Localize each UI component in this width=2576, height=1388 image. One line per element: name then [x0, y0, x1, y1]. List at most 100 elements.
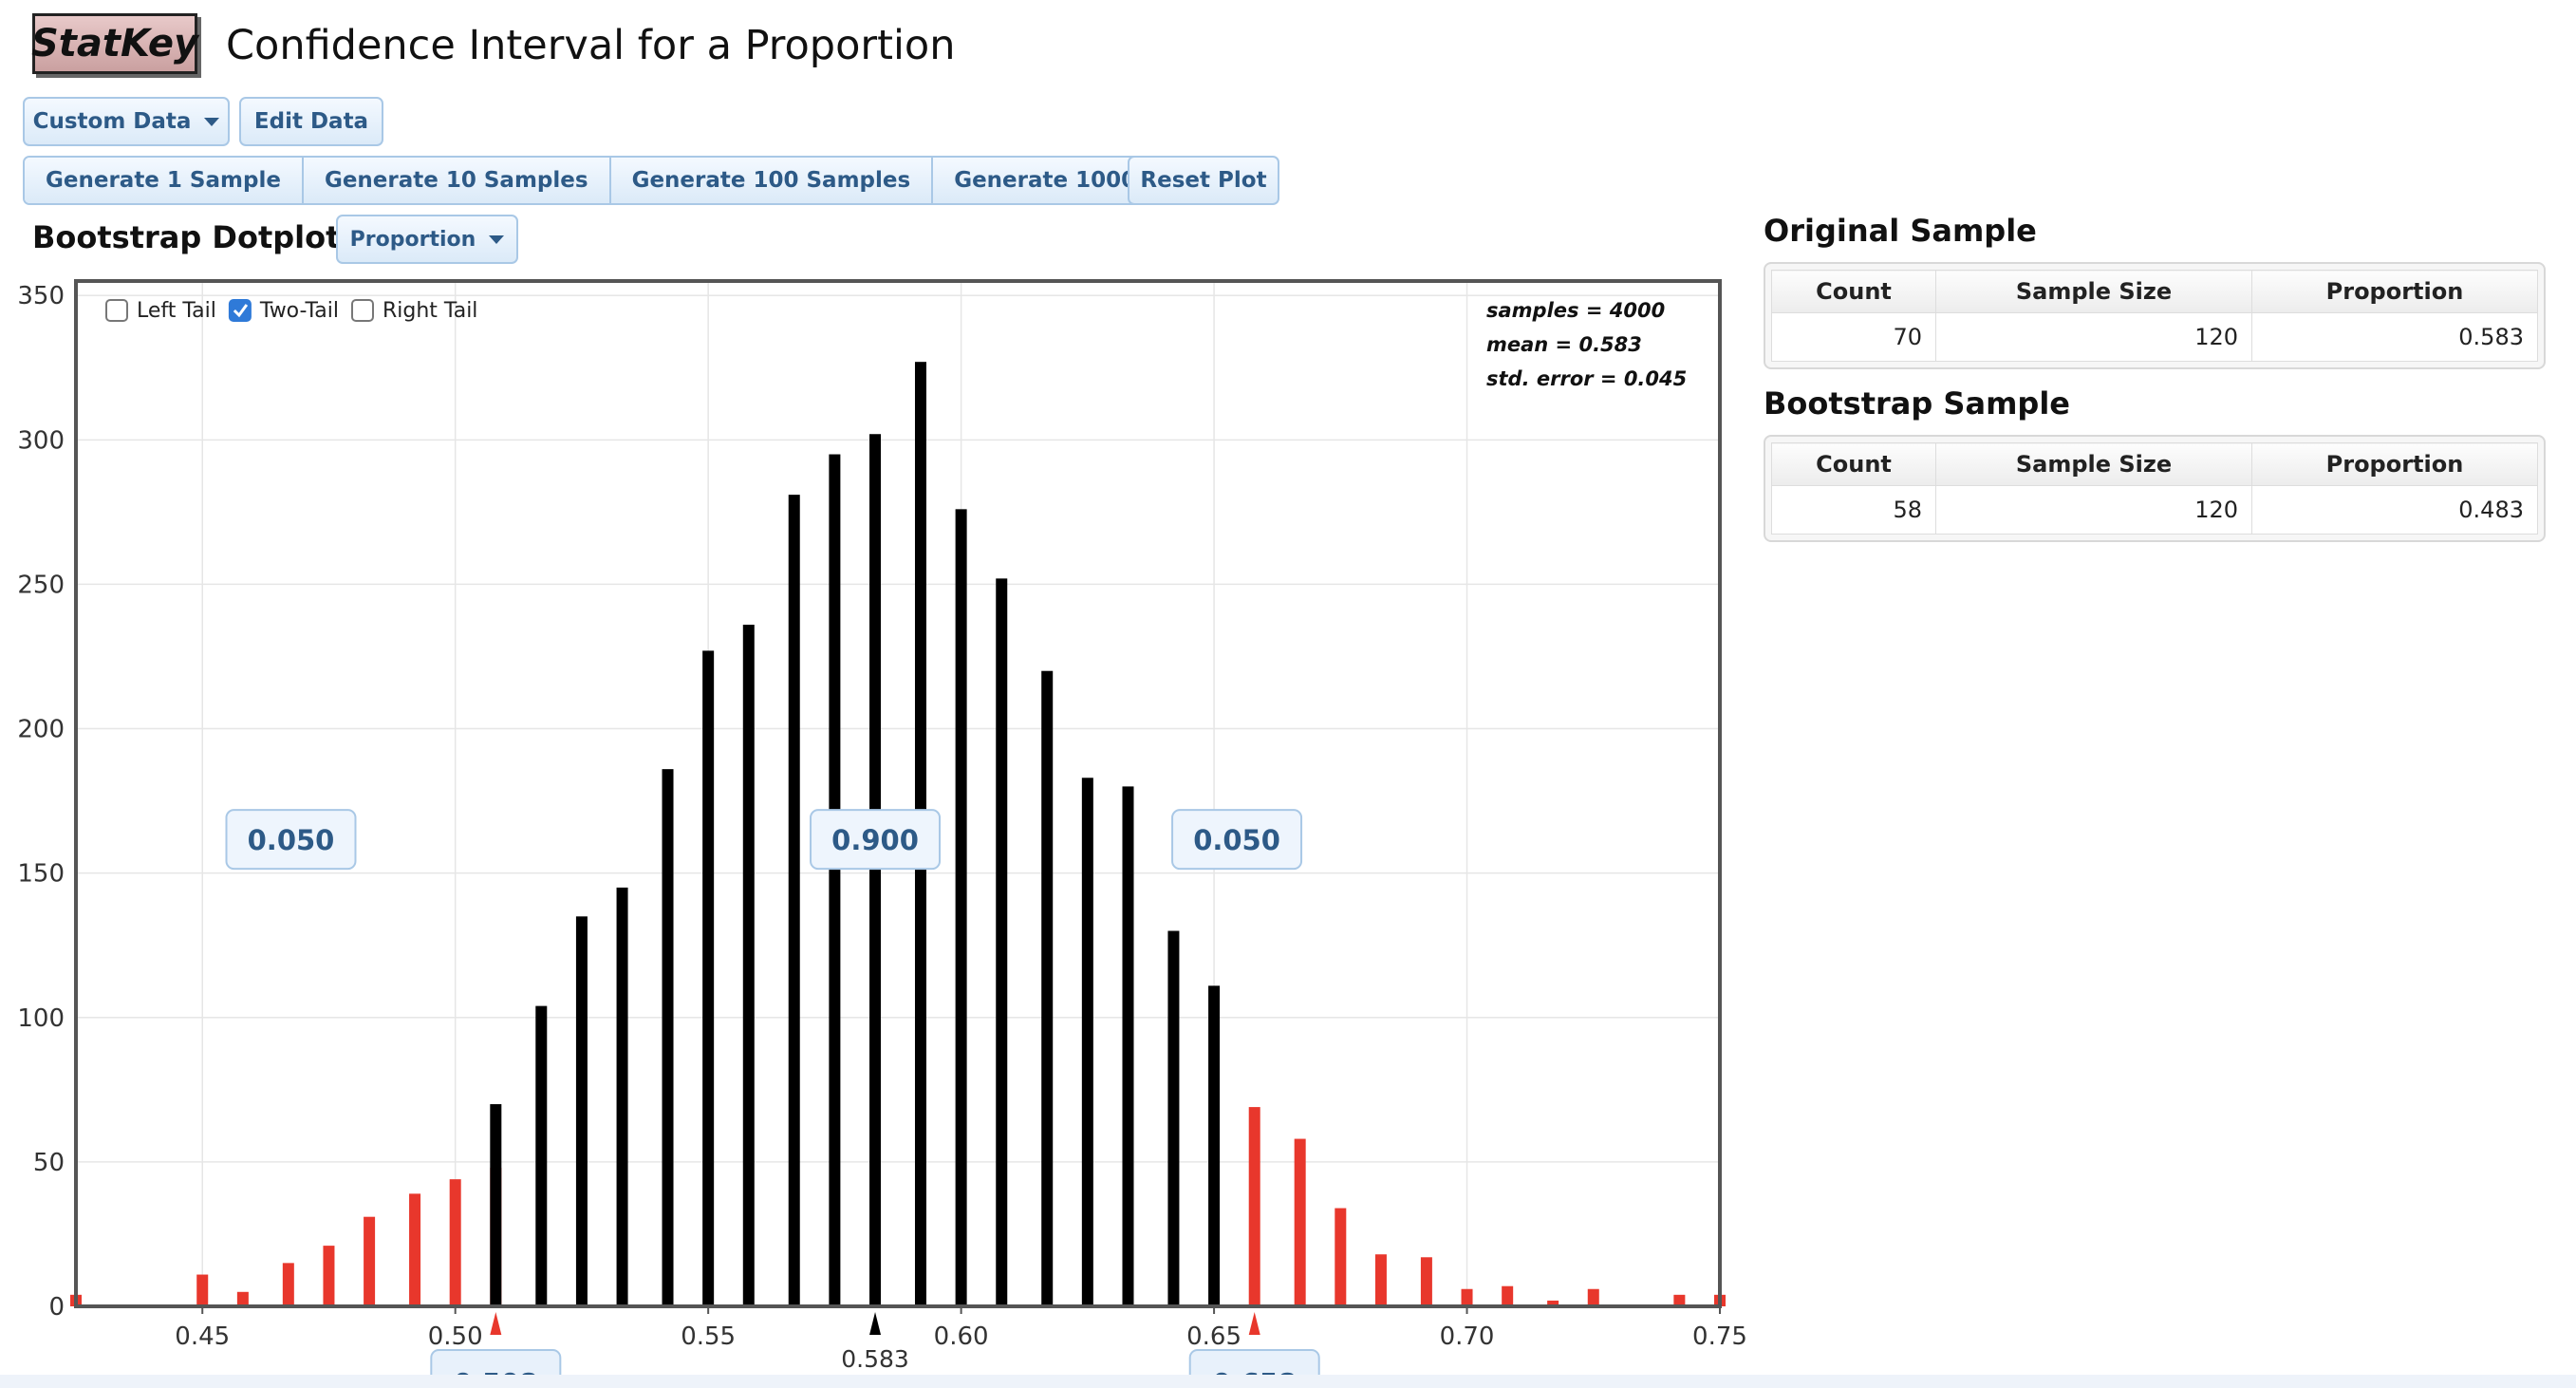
- edit-data-label: Edit Data: [253, 109, 369, 134]
- sample-size-cell: 120: [1935, 312, 2252, 362]
- bootstrap-sample-table: Count Sample Size Proportion 58 120 0.48…: [1764, 435, 2546, 542]
- original-sample-title: Original Sample: [1764, 213, 2037, 249]
- column-header: Sample Size: [1935, 270, 2252, 313]
- dot-column: [196, 1274, 209, 1306]
- dot-column: [575, 916, 588, 1306]
- y-tick-label: 250: [17, 571, 65, 599]
- right-tail-checkbox[interactable]: [350, 299, 374, 322]
- dot-column: [955, 509, 967, 1306]
- table-row: 58 120 0.483: [1771, 485, 2538, 535]
- right-tail-checkbox-label: Right Tail: [383, 299, 477, 323]
- two-tail-checkbox-label: Two-Tail: [259, 299, 339, 323]
- checkmark-icon: [233, 304, 249, 318]
- x-tick-label: 0.50: [428, 1322, 483, 1351]
- plot-area: [76, 281, 1720, 1306]
- middle-proportion-box[interactable]: [810, 809, 942, 871]
- dot-column: [1294, 1138, 1306, 1306]
- dot-column: [1461, 1288, 1473, 1306]
- dot-column: [1587, 1288, 1599, 1306]
- dot-column: [1502, 1285, 1514, 1306]
- left-tail-proportion-box[interactable]: [225, 809, 357, 871]
- dot-column: [364, 1216, 376, 1306]
- column-header: Count: [1771, 270, 1936, 313]
- dot-column: [996, 578, 1008, 1306]
- column-header: Sample Size: [1935, 442, 2252, 486]
- lower-cutoff-handle[interactable]: [490, 1312, 502, 1335]
- dot-column: [1374, 1254, 1387, 1306]
- y-tick-label: 200: [17, 716, 65, 744]
- reset-plot-button[interactable]: Reset Plot: [1128, 156, 1279, 205]
- mean-marker: [869, 1312, 882, 1335]
- dot-column: [829, 454, 841, 1306]
- dot-column: [1547, 1300, 1559, 1306]
- proportion-cell: 0.583: [2251, 312, 2538, 362]
- generate-1-sample-button[interactable]: Generate 1 Sample: [25, 158, 304, 203]
- mean-value-label: 0.583: [841, 1345, 909, 1373]
- proportion-cell: 0.483: [2251, 485, 2538, 535]
- y-tick-label: 150: [17, 860, 65, 889]
- dot-column: [409, 1193, 421, 1306]
- count-cell: 58: [1771, 485, 1936, 535]
- y-tick-label: 350: [17, 282, 65, 310]
- x-tick-label: 0.45: [175, 1322, 230, 1351]
- left-tail-checkbox[interactable]: [105, 299, 128, 322]
- left-tail-checkbox-label: Left Tail: [137, 299, 216, 323]
- dot-column: [236, 1291, 249, 1306]
- dot-column: [1208, 985, 1221, 1306]
- original-sample-table: Count Sample Size Proportion 70 120 0.58…: [1764, 262, 2546, 369]
- generate-buttons-group: Generate 1 Sample Generate 10 Samples Ge…: [23, 156, 1271, 205]
- custom-data-dropdown[interactable]: Custom Data: [23, 97, 230, 146]
- statkey-logo[interactable]: StatKey: [31, 13, 198, 74]
- y-tick-label: 100: [17, 1004, 65, 1033]
- dot-column: [616, 887, 628, 1306]
- dot-column: [1041, 670, 1054, 1306]
- samples-stat: samples = 4000: [1486, 299, 1665, 322]
- table-row: 70 120 0.583: [1771, 312, 2538, 362]
- dot-column: [702, 650, 715, 1306]
- chevron-down-icon: [204, 117, 220, 126]
- column-header: Proportion: [2251, 442, 2538, 486]
- dot-column: [323, 1246, 335, 1306]
- dot-column: [1248, 1107, 1260, 1306]
- dot-column: [662, 769, 674, 1306]
- sample-size-cell: 120: [1935, 485, 2252, 535]
- mean-stat: mean = 0.583: [1486, 333, 1642, 356]
- dot-column: [1167, 930, 1180, 1306]
- bootstrap-dotplot: 0 50 100 150 200 250 300 350 0.45 0.50 0.55 0.60 0.6…: [17, 279, 1746, 1388]
- edit-data-button[interactable]: Edit Data: [239, 97, 383, 146]
- upper-cutoff-handle[interactable]: [1248, 1312, 1260, 1335]
- dot-column: [1335, 1208, 1347, 1306]
- y-tick-label: 0: [48, 1293, 65, 1322]
- std-error-stat: std. error = 0.045: [1486, 367, 1687, 390]
- dot-column: [788, 495, 800, 1306]
- dot-column: [742, 625, 755, 1306]
- custom-data-label: Custom Data: [32, 109, 192, 134]
- generate-10-samples-button[interactable]: Generate 10 Samples: [303, 158, 611, 203]
- dot-column: [449, 1179, 461, 1306]
- dot-column: [1420, 1257, 1432, 1306]
- statistic-dropdown[interactable]: Proportion: [336, 215, 518, 264]
- reset-plot-label: Reset Plot: [1140, 168, 1267, 193]
- chevron-down-icon: [489, 234, 505, 244]
- dot-column: [490, 1104, 502, 1306]
- dot-column: [1081, 778, 1093, 1306]
- page-title: Confidence Interval for a Proportion: [226, 22, 956, 69]
- plot-frame: [74, 279, 1722, 1308]
- x-tick-label: 0.60: [934, 1322, 989, 1351]
- column-header: Count: [1771, 442, 1936, 486]
- y-tick-label: 50: [33, 1149, 65, 1177]
- bootstrap-sample-title: Bootstrap Sample: [1764, 385, 2070, 422]
- generate-100-samples-button[interactable]: Generate 100 Samples: [610, 158, 934, 203]
- bottom-scroll-strip: [0, 1375, 2576, 1388]
- y-tick-label: 300: [17, 426, 65, 455]
- x-tick-label: 0.55: [681, 1322, 736, 1351]
- column-header: Proportion: [2251, 270, 2538, 313]
- x-tick-label: 0.65: [1186, 1322, 1241, 1351]
- x-tick-label: 0.75: [1692, 1322, 1746, 1351]
- middle-proportion-box-label: 0.900: [831, 824, 919, 856]
- two-tail-checkbox[interactable]: [228, 299, 252, 322]
- statistic-label: Proportion: [349, 227, 476, 252]
- plot-heading: Bootstrap Dotplot of: [32, 219, 385, 255]
- dot-column: [282, 1263, 294, 1306]
- right-tail-proportion-box[interactable]: [1171, 809, 1303, 871]
